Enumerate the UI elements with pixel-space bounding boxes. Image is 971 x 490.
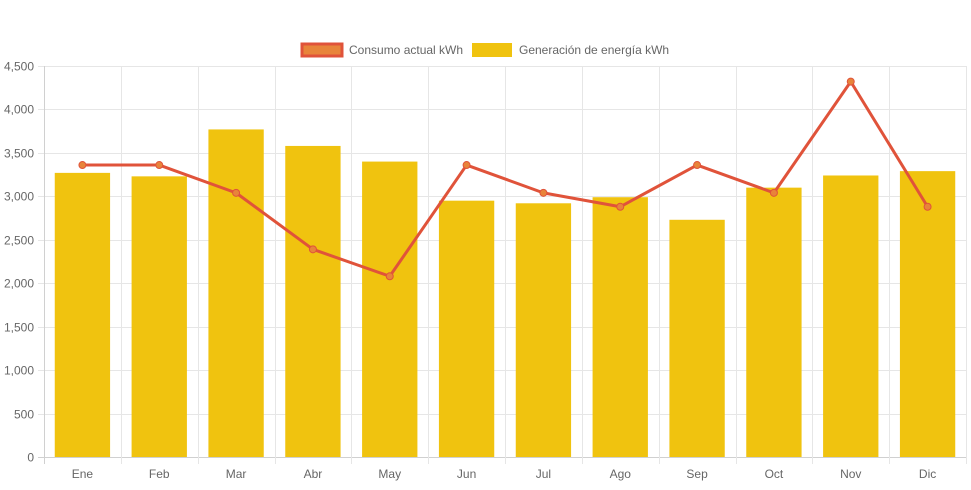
bar [362, 161, 418, 458]
legend-swatch [300, 42, 344, 58]
y-tick-label: 4,000 [4, 103, 34, 117]
legend-item-consumo: Consumo actual kWh [300, 42, 463, 58]
line-point [846, 77, 855, 86]
legend: Consumo actual kWh Generación de energía … [300, 42, 669, 58]
line-series [78, 77, 932, 281]
bar [669, 219, 725, 457]
y-tick-label: 0 [27, 451, 34, 465]
line-point [385, 272, 394, 281]
x-tick-label: Sep [686, 467, 708, 481]
y-tick-label: 500 [14, 408, 34, 422]
x-tick-label: Ago [610, 467, 632, 481]
bar [746, 187, 802, 457]
bar [899, 171, 956, 457]
line-point [616, 202, 625, 211]
line-point [693, 161, 702, 170]
line-point [539, 188, 548, 197]
bar [515, 203, 572, 457]
bar [823, 175, 879, 458]
bar-series [54, 129, 956, 458]
legend-label: Consumo actual kWh [349, 43, 463, 57]
line-point [232, 188, 241, 197]
x-tick-label: Feb [149, 467, 170, 481]
bar [54, 172, 111, 457]
axes: 0 500 1,000 1,500 2,000 2,500 3,000 3,500 4,000 4… [4, 60, 936, 482]
y-tick-label: 3,000 [4, 190, 34, 204]
legend-item-generacion: Generación de energía kWh [472, 43, 669, 57]
bar [208, 129, 264, 457]
bar [592, 197, 648, 458]
y-tick-label: 1,500 [4, 321, 34, 335]
grid [38, 66, 967, 464]
bar [131, 176, 187, 458]
x-tick-label: Abr [304, 467, 323, 481]
x-tick-label: May [378, 467, 401, 481]
x-tick-label: Dic [919, 467, 936, 481]
line-point [923, 202, 932, 211]
y-tick-label: 3,500 [4, 147, 34, 161]
x-tick-label: Ene [72, 467, 94, 481]
y-tick-label: 1,000 [4, 364, 34, 378]
legend-swatch [472, 43, 512, 57]
x-tick-label: Jun [457, 467, 476, 481]
y-tick-label: 2,000 [4, 277, 34, 291]
line-point [769, 188, 778, 197]
bar [438, 200, 495, 457]
line-point [155, 161, 164, 170]
line-point [462, 161, 471, 170]
y-tick-label: 4,500 [4, 60, 34, 74]
legend-label: Generación de energía kWh [519, 43, 669, 57]
x-tick-label: Mar [226, 467, 247, 481]
x-tick-label: Oct [765, 467, 784, 481]
x-tick-label: Jul [536, 467, 551, 481]
x-tick-label: Nov [840, 467, 861, 481]
line-path [82, 80, 929, 278]
line-point [78, 161, 87, 170]
line-point [308, 245, 317, 254]
y-tick-label: 2,500 [4, 234, 34, 248]
bar [285, 145, 341, 457]
